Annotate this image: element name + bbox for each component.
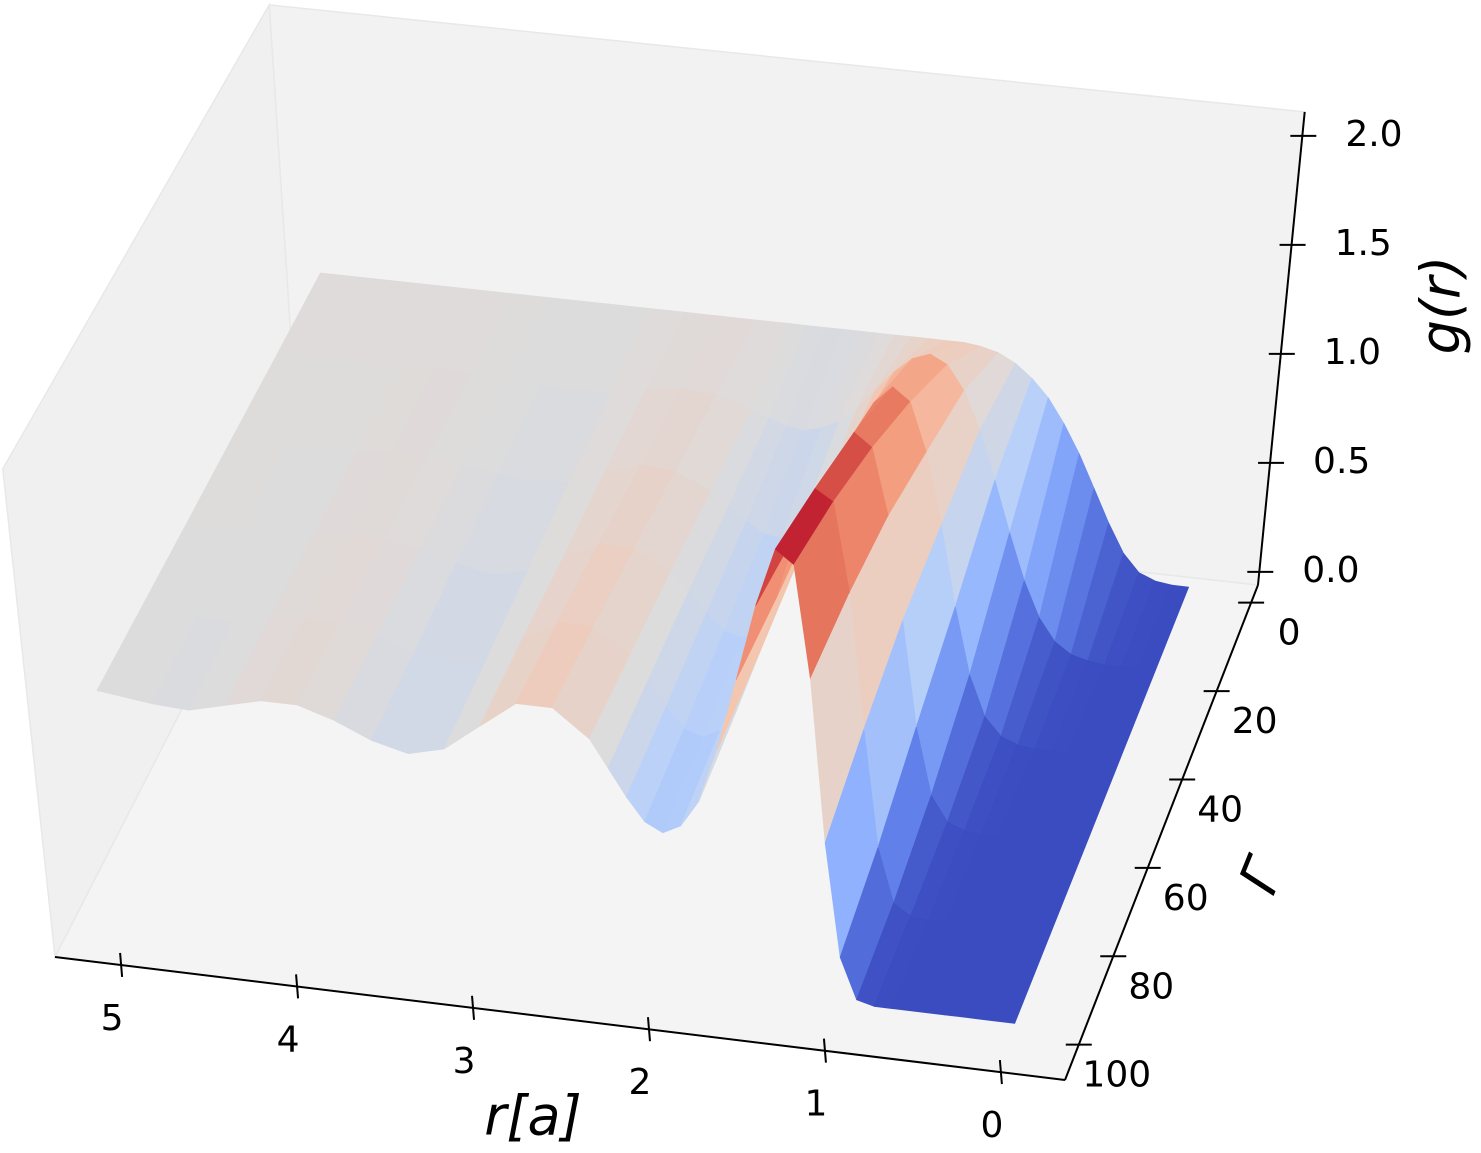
y-tick-label: 60	[1163, 878, 1209, 919]
surface-cell	[996, 932, 1051, 1024]
y-tick-label: 80	[1128, 966, 1174, 1007]
z-tick-label: 0.0	[1302, 550, 1359, 591]
x-tick-label: 4	[277, 1019, 300, 1060]
x-tick	[295, 974, 300, 999]
x-tick	[119, 952, 124, 978]
x-axis-line	[54, 956, 1066, 1081]
x-tick-label: 3	[453, 1041, 476, 1082]
y-tick-label: 20	[1232, 701, 1278, 742]
x-tick	[646, 1017, 651, 1042]
y-tick-label: 40	[1197, 789, 1243, 830]
x-tick-label: 2	[629, 1062, 652, 1103]
y-axis-label: Γ	[1227, 847, 1298, 902]
x-tick-label: 1	[804, 1084, 827, 1125]
x-tick-label: 0	[980, 1105, 1003, 1146]
z-axis-line	[1257, 111, 1306, 586]
y-tick-label: 0	[1278, 613, 1301, 654]
z-tick-label: 0.5	[1313, 441, 1370, 482]
x-tick-label: 5	[101, 998, 124, 1039]
x-tick	[822, 1038, 827, 1063]
x-tick	[998, 1059, 1003, 1085]
x-tick	[471, 995, 476, 1020]
x-axis-label: r[a]	[484, 1085, 581, 1148]
z-tick-label: 1.0	[1324, 332, 1381, 373]
surface	[96, 272, 1189, 1024]
side-pane	[2, 2, 301, 960]
z-tick-label: 2.0	[1345, 114, 1402, 155]
y-axis-line	[1064, 584, 1259, 1081]
z-axis-label: g(r)	[1410, 256, 1473, 355]
y-tick-label: 100	[1082, 1055, 1151, 1096]
z-tick-label: 1.5	[1335, 223, 1392, 264]
